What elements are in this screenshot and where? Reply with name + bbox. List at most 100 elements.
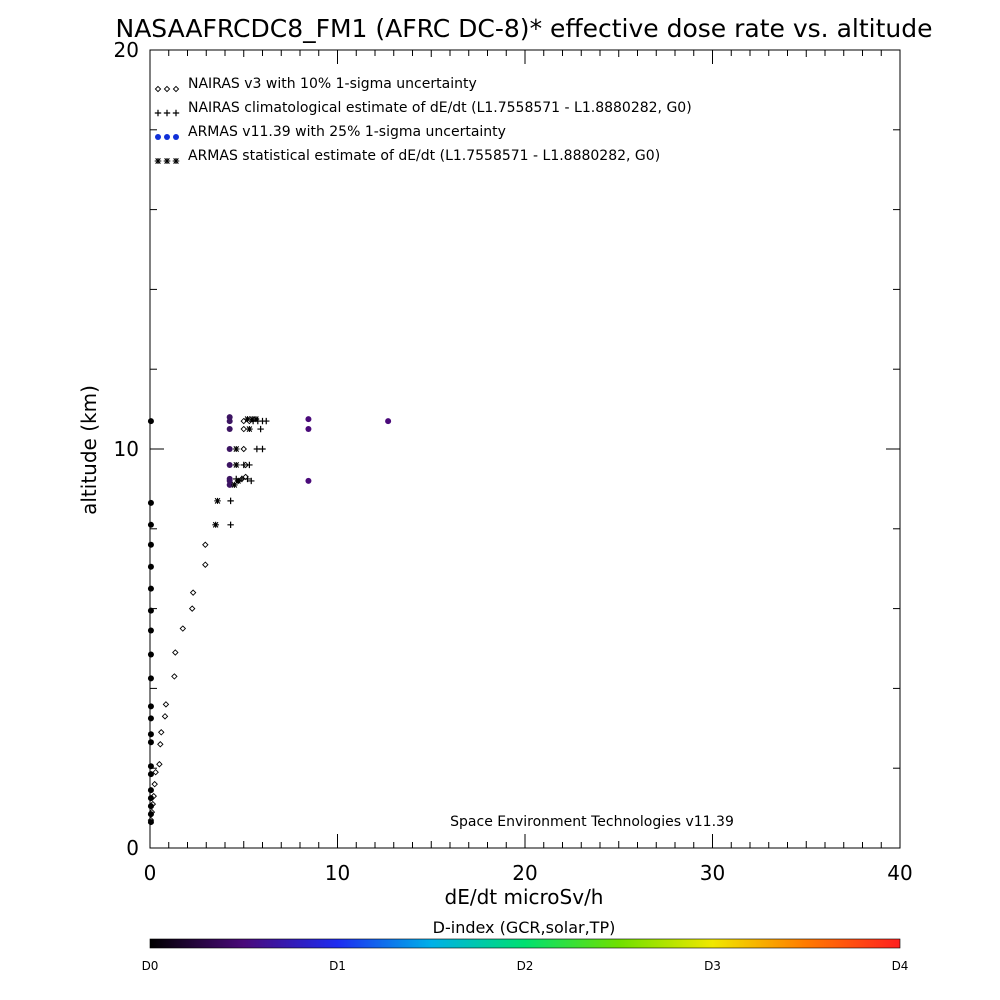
data-point [226, 446, 233, 452]
data-point [385, 418, 392, 425]
colorbar-label: D0 [142, 959, 159, 973]
data-point [246, 461, 253, 469]
data-point [179, 625, 187, 632]
legend-label: NAIRAS v3 with 10% 1-sigma uncertainty [188, 76, 477, 92]
axis-ticks [149, 49, 901, 849]
data-point [240, 425, 247, 433]
data-point [147, 731, 154, 738]
legend-item: NAIRAS climatological estimate of dE/dt … [154, 100, 692, 117]
data-point [240, 445, 247, 453]
data-point [202, 541, 209, 548]
data-point [147, 819, 154, 826]
colorbar-label: D4 [892, 959, 909, 973]
series-asterisk [212, 416, 260, 528]
data-point [147, 739, 154, 746]
credit-text: Space Environment Technologies v11.39 [450, 814, 734, 830]
data-point [189, 589, 197, 596]
data-point [257, 425, 264, 433]
y-axis-label: altitude (km) [77, 385, 101, 515]
data-point [263, 417, 270, 425]
legend-marker [154, 158, 162, 164]
data-point [147, 811, 154, 818]
data-point [147, 715, 154, 722]
legend-marker [163, 85, 171, 93]
y-tick-label: 10 [114, 437, 139, 461]
data-point [227, 521, 234, 529]
x-tick-label: 30 [700, 861, 725, 885]
data-point [227, 497, 234, 505]
data-point [253, 445, 261, 453]
data-point [147, 563, 154, 570]
legend-label: NAIRAS climatological estimate of dE/dt … [188, 100, 692, 116]
colorbar [149, 938, 901, 949]
y-tick-label: 0 [126, 836, 139, 860]
colorbar-title: D-index (GCR,solar,TP) [433, 918, 616, 937]
data-point [248, 477, 255, 485]
data-point [147, 803, 154, 810]
tick-labels: 0 10 20 30 40 0 10 20 [114, 38, 913, 885]
colorbar-label: D3 [704, 959, 721, 973]
data-point [202, 561, 209, 568]
legend-marker [154, 85, 162, 93]
data-point [147, 541, 154, 548]
legend-marker [172, 109, 180, 117]
data-point [147, 651, 154, 658]
legend-marker [172, 158, 180, 164]
legend-marker [173, 134, 179, 140]
data-point [232, 461, 240, 468]
data-point [244, 416, 251, 423]
data-point [147, 703, 154, 710]
data-point [147, 795, 154, 802]
x-tick-label: 0 [144, 861, 157, 885]
data-point [246, 426, 253, 433]
data-point [152, 768, 159, 776]
data-point [147, 499, 154, 506]
data-point [147, 675, 154, 682]
legend-label: ARMAS statistical estimate of dE/dt (L1.… [188, 148, 660, 164]
legend-label: ARMAS v11.39 with 25% 1-sigma uncertaint… [188, 124, 506, 140]
data-point [234, 477, 242, 484]
data-point [147, 521, 154, 528]
data-point [172, 649, 179, 656]
legend-marker [154, 109, 162, 117]
data-point [259, 445, 266, 453]
data-point [240, 461, 247, 469]
data-point [212, 521, 219, 528]
data-point [226, 461, 233, 468]
data-point [161, 713, 169, 720]
data-point [158, 729, 165, 736]
data-point [214, 497, 221, 504]
data-point [147, 418, 154, 425]
data-point [226, 426, 233, 433]
data-point [305, 477, 312, 484]
data-point [147, 607, 154, 614]
legend-item: NAIRAS v3 with 10% 1-sigma uncertainty [154, 76, 477, 93]
x-tick-label: 20 [512, 861, 537, 885]
x-tick-label: 40 [887, 861, 912, 885]
legend-item: ARMAS statistical estimate of dE/dt (L1.… [154, 148, 660, 164]
data-point [171, 673, 178, 680]
series-plus [227, 417, 270, 529]
data-point [226, 414, 233, 421]
data-point [240, 417, 247, 425]
data-point [151, 780, 158, 788]
colorbar-labels: D0 D1 D2 D3 D4 [142, 959, 909, 973]
series-dot [147, 414, 392, 826]
data-point [226, 475, 233, 482]
chart-title: NASAAFRCDC8_FM1 (AFRC DC-8)* effective d… [116, 14, 933, 43]
legend-marker [164, 134, 170, 140]
legend-marker [163, 158, 171, 164]
data-point [231, 481, 238, 488]
legend-marker [172, 85, 180, 93]
data-point [147, 771, 154, 778]
data-point [188, 605, 196, 612]
data-point [244, 475, 251, 483]
data-point [232, 446, 240, 452]
data-point [147, 763, 154, 770]
data-point [147, 787, 154, 794]
data-point [157, 741, 164, 748]
colorbar-label: D2 [517, 959, 534, 973]
colorbar-label: D1 [329, 959, 346, 973]
data-point [147, 627, 154, 634]
